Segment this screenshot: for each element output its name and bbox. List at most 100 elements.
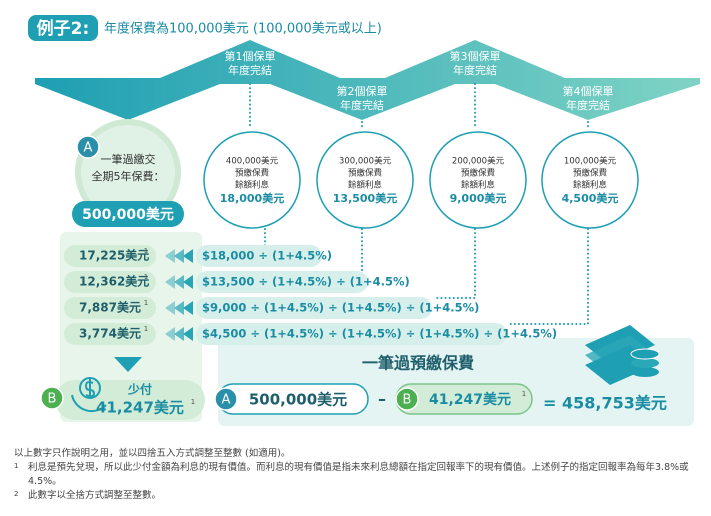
summary-badge-b-text: B	[403, 393, 412, 408]
diagram: 例子2: 年度保費為100,000美元 (100,000美元或以上)第1個保單年度…	[28, 15, 700, 426]
badge-a	[76, 135, 100, 159]
row-arrow	[174, 249, 184, 263]
row-value: 7,887美元	[79, 300, 141, 315]
discount-note: 1	[191, 398, 195, 406]
row-value-pill	[64, 323, 156, 345]
row-arrow	[165, 249, 175, 263]
row-value-pill	[64, 271, 156, 293]
interest-label: 餘額利息	[348, 180, 383, 191]
interest-amount: 13,500美元	[333, 191, 397, 205]
row-formula: $9,000 ÷ (1+4.5%) ÷ (1+4.5%) ÷ (1+4.5%)	[202, 301, 479, 315]
summary-badge-a	[214, 387, 238, 411]
row-formula: $18,000 ÷ (1+4.5%)	[202, 249, 332, 263]
row-note: 1	[144, 273, 148, 281]
interest-label: 預繳保費	[461, 168, 496, 179]
milestone-label: 年度完結	[453, 63, 497, 77]
row-arrow	[183, 301, 193, 315]
row-arrow	[183, 249, 193, 263]
row-arrow	[174, 301, 184, 315]
interest-label: 100,000美元	[564, 156, 617, 167]
header-title: 年度保費為100,000美元 (100,000美元或以上)	[104, 21, 382, 37]
interest-circle	[541, 131, 639, 229]
milestone-label: 年度完結	[566, 98, 610, 112]
footnote: 2 此數字以全捨方式調整至整數。	[14, 489, 698, 503]
row-note: 1	[144, 299, 148, 307]
milestone-label: 年度完結	[340, 98, 384, 112]
interest-label: 預繳保費	[348, 168, 383, 179]
summary-minus: –	[378, 390, 386, 409]
coin-icon	[71, 377, 107, 413]
lump-sum-pill	[72, 201, 184, 227]
discount-amount: 41,247美元	[96, 399, 184, 417]
footnote-marker: 2	[14, 490, 19, 498]
interest-label: 預繳保費	[573, 168, 608, 179]
summary-a-amount: 500,000美元	[249, 391, 347, 409]
formula-pill	[196, 297, 432, 319]
row-arrow	[183, 275, 193, 289]
interest-label: 餘額利息	[235, 180, 270, 191]
down-arrow	[114, 357, 142, 372]
row-formula: $13,500 ÷ (1+4.5%) ÷ (1+4.5%)	[202, 275, 410, 289]
row-arrow	[174, 275, 184, 289]
money-icon	[585, 325, 660, 385]
interest-circle	[429, 131, 527, 229]
badge-b-text: B	[48, 392, 57, 407]
interest-label: 餘額利息	[573, 180, 608, 191]
connector	[264, 228, 589, 325]
milestone-band	[35, 40, 700, 120]
header-badge	[28, 15, 98, 41]
summary-result: = 458,753美元	[543, 394, 667, 413]
lump-sum-label: 全期5年保費：	[92, 169, 165, 183]
footnote-text: 利息是預先兌現，所以此少付金額為利息的現有價值。而利息的現有價值是指未來利息總額…	[28, 462, 689, 487]
interest-label: 餘額利息	[461, 180, 496, 191]
milestone-label: 第3個保單	[450, 49, 501, 63]
lump-sum-label: 一筆過繳交	[101, 152, 156, 166]
discount-label: 少付	[127, 382, 152, 397]
row-formula: $4,500 ÷ (1+4.5%) ÷ (1+4.5%) ÷ (1+4.5%) …	[202, 327, 557, 341]
summary-b-note: 1	[522, 390, 526, 398]
row-value: 17,225美元	[79, 248, 149, 263]
row-arrow	[165, 301, 175, 315]
interest-label: 預繳保費	[235, 168, 270, 179]
milestone-label: 年度完結	[228, 63, 272, 77]
interest-label: 300,000美元	[339, 156, 392, 167]
badge-b	[40, 386, 64, 410]
interest-amount: 9,000美元	[450, 191, 507, 205]
summary-badge-a-text: A	[222, 393, 231, 408]
footnote-intro: 以上數字只作說明之用，並以四捨五入方式調整至整數 (如適用)。	[14, 448, 291, 459]
formula-pill	[196, 245, 322, 267]
interest-circle	[316, 131, 414, 229]
interest-circle	[203, 131, 301, 229]
formula-pill	[196, 323, 507, 345]
summary-b-amount: 41,247美元	[429, 391, 511, 408]
interest-amount: 18,000美元	[220, 191, 284, 205]
row-value-pill	[64, 297, 156, 319]
footnote-marker: 1	[14, 462, 19, 470]
header-badge-text: 例子2:	[37, 18, 90, 39]
interest-label: 400,000美元	[226, 156, 279, 167]
summary-title: 一筆過預繳保費	[362, 354, 474, 373]
footnotes: 以上數字只作說明之用，並以四捨五入方式調整至整數 (如適用)。 1 利息是預先兌現…	[14, 447, 698, 503]
row-arrow	[165, 327, 175, 341]
milestone-label: 第2個保單	[337, 84, 388, 98]
row-value: 3,774美元	[79, 326, 141, 341]
badge-a-text: A	[84, 141, 93, 156]
row-note: 1	[144, 325, 148, 333]
milestone-label: 第1個保單	[225, 49, 276, 63]
background	[35, 40, 700, 426]
row-value: 12,362美元	[79, 274, 149, 289]
interest-amount: 4,500美元	[562, 191, 619, 205]
row-arrow	[174, 327, 184, 341]
lump-sum-amount: 500,000美元	[82, 206, 174, 223]
interest-label: 200,000美元	[452, 156, 505, 167]
row-arrow	[183, 327, 193, 341]
milestone-label: 第4個保單	[563, 84, 614, 98]
formula-pill	[196, 271, 368, 293]
footnote: 1 利息是預先兌現，所以此少付金額為利息的現有價值。而利息的現有價值是指未來利息總…	[14, 461, 698, 489]
row-arrow	[165, 275, 175, 289]
summary-badge-b	[395, 387, 419, 411]
row-value-pill	[64, 245, 156, 267]
footnote-text: 此數字以全捨方式調整至整數。	[28, 490, 162, 501]
row-note: 1	[144, 247, 148, 255]
